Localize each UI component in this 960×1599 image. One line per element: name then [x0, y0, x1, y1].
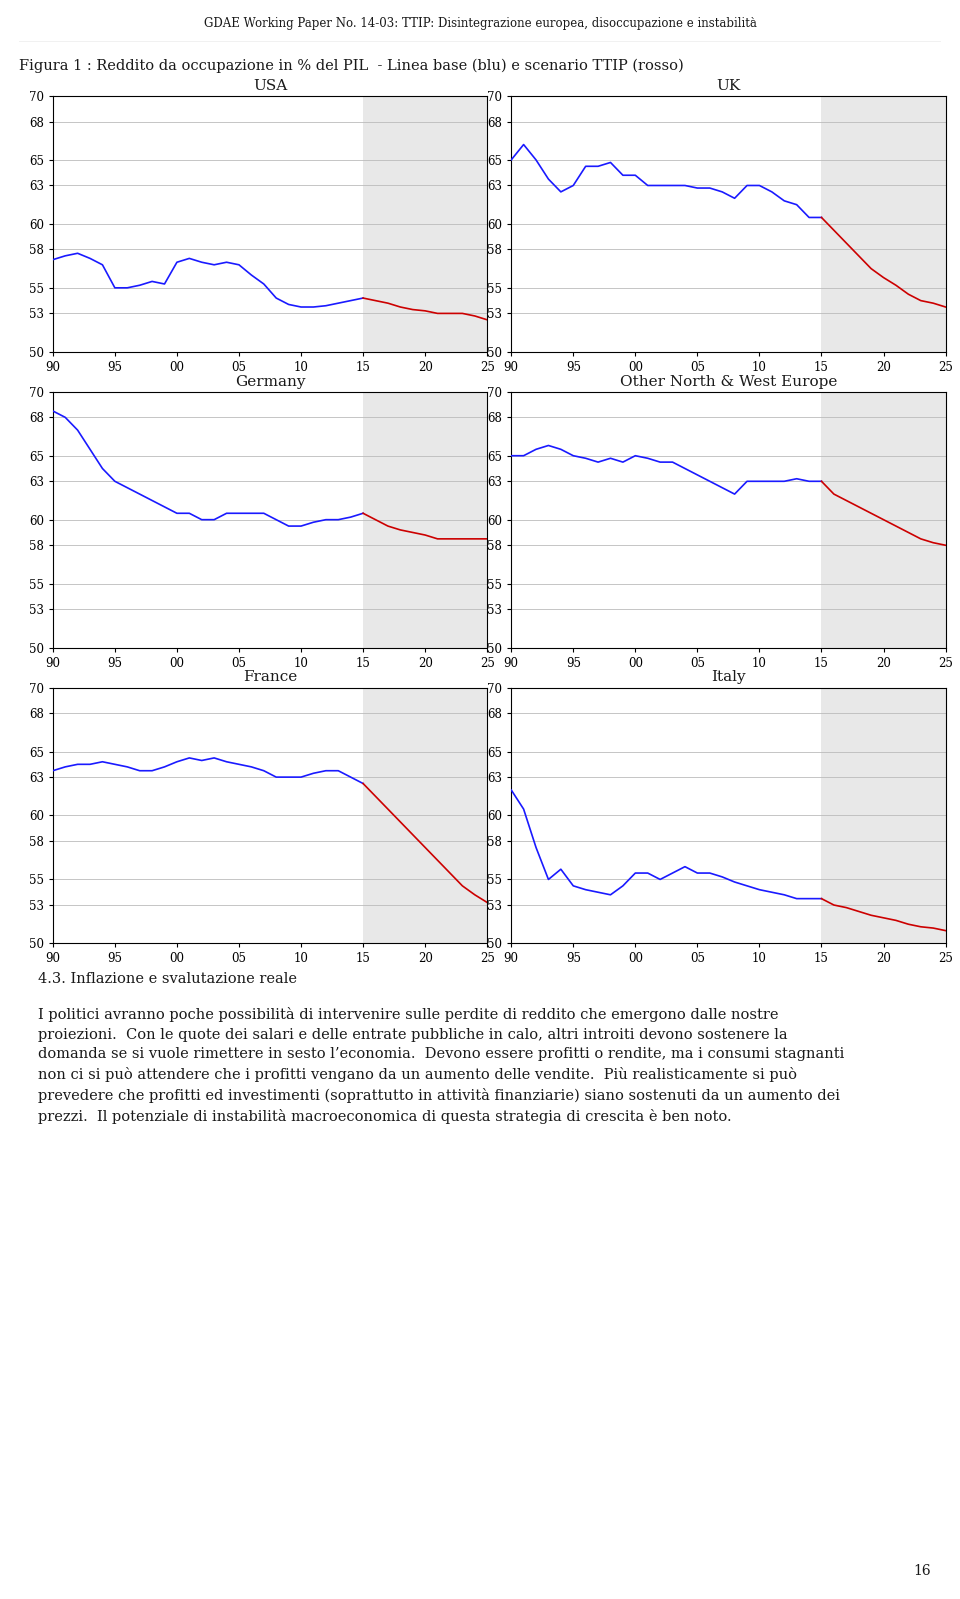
Bar	[822, 96, 946, 352]
Bar	[822, 688, 946, 943]
Text: 4.3. Inflazione e svalutazione reale: 4.3. Inflazione e svalutazione reale	[38, 972, 298, 987]
Bar	[363, 392, 488, 648]
Text: 16: 16	[914, 1564, 931, 1578]
Bar	[822, 392, 946, 648]
Text: USA: USA	[252, 78, 287, 93]
Text: France: France	[243, 670, 298, 684]
Bar	[363, 96, 488, 352]
Text: Other North & West Europe: Other North & West Europe	[620, 374, 837, 389]
Text: Germany: Germany	[235, 374, 305, 389]
Text: GDAE Working Paper No. 14-03: TTIP: Disintegrazione europea, disoccupazione e in: GDAE Working Paper No. 14-03: TTIP: Disi…	[204, 18, 756, 30]
Text: Figura 1 : Reddito da occupazione in % del PIL  - Linea base (blu) e scenario TT: Figura 1 : Reddito da occupazione in % d…	[19, 59, 684, 72]
Bar	[363, 688, 488, 943]
Text: I politici avranno poche possibilità di intervenire sulle perdite di reddito che: I politici avranno poche possibilità di …	[38, 1007, 845, 1124]
Text: UK: UK	[716, 78, 740, 93]
Text: Italy: Italy	[711, 670, 746, 684]
